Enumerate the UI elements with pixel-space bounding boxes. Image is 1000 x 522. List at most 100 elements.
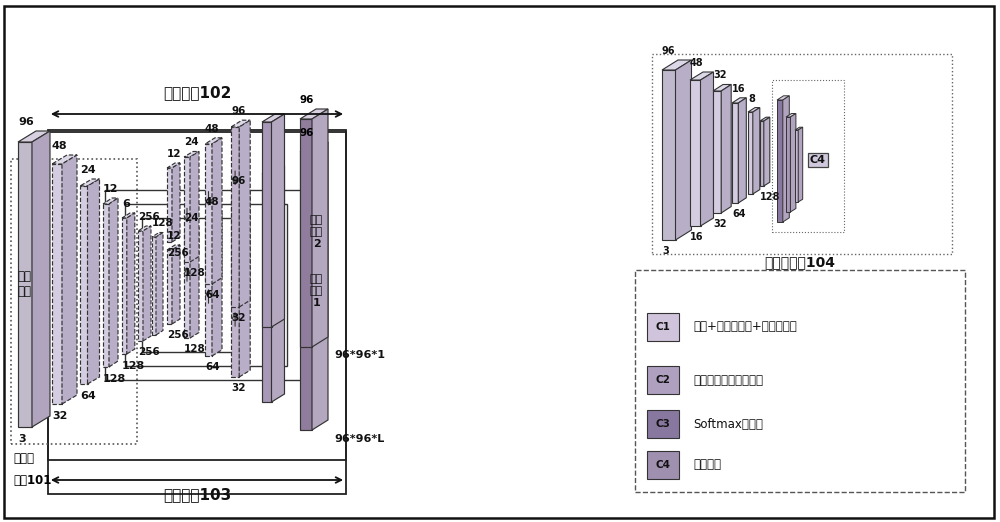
Polygon shape: [662, 60, 692, 70]
Polygon shape: [122, 218, 127, 354]
Polygon shape: [231, 127, 239, 307]
Polygon shape: [732, 103, 738, 203]
Polygon shape: [156, 232, 163, 335]
Text: 16: 16: [732, 84, 746, 94]
Polygon shape: [272, 166, 285, 402]
Polygon shape: [62, 155, 77, 404]
Polygon shape: [172, 245, 180, 324]
Polygon shape: [798, 127, 803, 202]
Polygon shape: [212, 138, 222, 284]
Text: 下采样: 下采样: [13, 452, 34, 465]
Text: 32: 32: [713, 219, 726, 229]
Polygon shape: [18, 131, 50, 142]
Bar: [647, 410, 679, 438]
Text: 64: 64: [80, 391, 96, 401]
Polygon shape: [262, 166, 285, 174]
Bar: [652, 54, 952, 254]
Polygon shape: [272, 114, 285, 327]
Polygon shape: [738, 98, 746, 203]
Polygon shape: [103, 204, 109, 367]
Polygon shape: [721, 85, 731, 213]
Bar: [48, 132, 346, 494]
Polygon shape: [300, 119, 312, 347]
Text: 12: 12: [103, 184, 119, 194]
Polygon shape: [760, 121, 764, 186]
Text: 128: 128: [122, 361, 145, 371]
Text: 6: 6: [122, 199, 130, 209]
Text: 16: 16: [690, 232, 704, 242]
Polygon shape: [795, 130, 798, 202]
Text: 24: 24: [80, 165, 96, 175]
Text: 输出
图像
2: 输出 图像 2: [310, 216, 323, 248]
Polygon shape: [52, 164, 62, 404]
Text: 第一网络102: 第一网络102: [163, 85, 231, 100]
Text: 96: 96: [662, 46, 676, 56]
Text: C2: C2: [656, 375, 670, 385]
Polygon shape: [239, 190, 250, 377]
Polygon shape: [690, 80, 701, 226]
Text: 128: 128: [152, 219, 174, 229]
Polygon shape: [205, 138, 222, 144]
Polygon shape: [184, 228, 199, 233]
Text: 12: 12: [167, 231, 182, 241]
Bar: [48, 130, 346, 460]
Polygon shape: [184, 151, 199, 157]
Polygon shape: [760, 117, 770, 121]
Polygon shape: [52, 155, 77, 164]
Polygon shape: [300, 142, 328, 152]
Text: 32: 32: [52, 411, 67, 421]
Polygon shape: [262, 114, 285, 122]
Polygon shape: [790, 113, 796, 212]
Text: 输入
图像: 输入 图像: [18, 270, 32, 298]
Polygon shape: [783, 96, 789, 222]
Polygon shape: [167, 163, 180, 168]
Text: 96: 96: [231, 176, 245, 186]
Polygon shape: [300, 109, 328, 119]
Polygon shape: [764, 117, 770, 186]
Text: 64: 64: [205, 290, 220, 300]
Bar: [635, 270, 965, 492]
Text: 96*96*1: 96*96*1: [334, 350, 385, 360]
Text: 通道域的注意力机制层: 通道域的注意力机制层: [693, 374, 763, 386]
Bar: [142, 218, 247, 352]
Polygon shape: [167, 245, 180, 250]
Polygon shape: [138, 226, 151, 231]
Polygon shape: [167, 168, 172, 242]
Polygon shape: [32, 131, 50, 427]
Polygon shape: [753, 108, 760, 194]
Text: 48: 48: [690, 58, 704, 68]
Text: 256: 256: [138, 347, 160, 357]
Text: 3: 3: [18, 434, 26, 444]
Text: 96: 96: [231, 106, 245, 116]
Text: 96: 96: [300, 95, 314, 105]
Polygon shape: [300, 152, 312, 430]
Text: 64: 64: [205, 362, 220, 372]
Polygon shape: [312, 109, 328, 347]
Polygon shape: [701, 72, 714, 226]
Polygon shape: [690, 72, 714, 80]
Polygon shape: [786, 113, 796, 117]
Text: 第二网络103: 第二网络103: [163, 487, 231, 502]
Text: 32: 32: [713, 70, 726, 80]
Polygon shape: [748, 108, 760, 112]
Polygon shape: [88, 179, 100, 384]
Text: C1: C1: [656, 322, 670, 332]
Polygon shape: [312, 142, 328, 430]
Polygon shape: [127, 213, 135, 354]
Polygon shape: [167, 250, 172, 324]
Text: C3: C3: [656, 419, 670, 429]
Polygon shape: [80, 186, 88, 384]
Polygon shape: [152, 237, 156, 335]
Polygon shape: [795, 127, 803, 130]
Bar: [105, 190, 325, 380]
Polygon shape: [190, 228, 199, 338]
Polygon shape: [205, 144, 212, 284]
Polygon shape: [231, 197, 239, 377]
Polygon shape: [713, 85, 731, 91]
Polygon shape: [184, 157, 190, 262]
Text: Softmax函数层: Softmax函数层: [693, 418, 763, 431]
Polygon shape: [205, 211, 222, 217]
Bar: [11, 159, 137, 444]
Text: C4: C4: [810, 155, 826, 165]
Polygon shape: [713, 91, 721, 213]
